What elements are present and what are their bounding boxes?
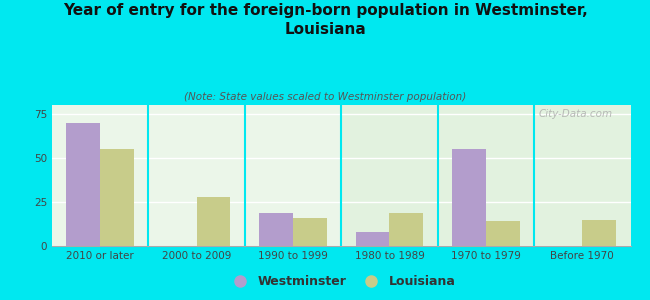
Bar xyxy=(259,212,293,246)
Bar xyxy=(452,149,486,246)
Bar xyxy=(293,218,327,246)
Legend: Westminster, Louisiana: Westminster, Louisiana xyxy=(222,270,460,293)
Bar xyxy=(196,197,230,246)
Bar xyxy=(356,232,389,246)
Text: (Note: State values scaled to Westminster population): (Note: State values scaled to Westminste… xyxy=(184,92,466,101)
Bar xyxy=(582,220,616,246)
Bar xyxy=(66,123,100,246)
Text: Year of entry for the foreign-born population in Westminster,
Louisiana: Year of entry for the foreign-born popul… xyxy=(62,3,588,37)
Bar xyxy=(389,212,423,246)
Bar xyxy=(486,221,519,246)
Text: City-Data.com: City-Data.com xyxy=(539,109,613,119)
Bar xyxy=(100,149,134,246)
